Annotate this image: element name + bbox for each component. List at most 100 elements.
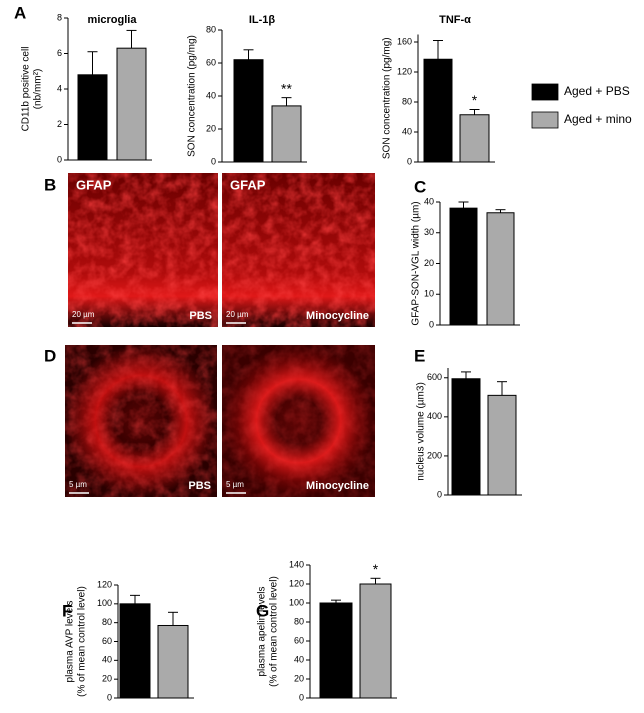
error-bar (495, 209, 506, 213)
y-tick-label: 0 (211, 156, 216, 166)
y-tick-label: 2 (57, 119, 62, 129)
error-bar (433, 40, 443, 60)
y-tick-label: 120 (97, 579, 112, 589)
error-bar (461, 371, 471, 379)
condition-label: Minocycline (306, 480, 369, 492)
bar (119, 603, 151, 699)
y-tick-label: 0 (299, 692, 304, 702)
y-axis-label: GFAP-SON-VGL width (µm) (411, 201, 422, 325)
y-tick-label: 100 (289, 597, 304, 607)
error-bar (331, 599, 341, 603)
y-tick-label: 40 (102, 655, 112, 665)
bar (319, 602, 353, 699)
bar (459, 114, 490, 163)
y-tick-label: 80 (294, 616, 304, 626)
bar (451, 378, 481, 496)
error-bar (469, 109, 480, 115)
legend: Aged + PBS Aged + mino (531, 83, 632, 129)
y-tick-label: 0 (429, 319, 434, 329)
y-axis-label: plasma AVP levels (65, 601, 76, 683)
y-tick-label: 0 (407, 156, 412, 166)
y-tick-label: 160 (397, 36, 412, 46)
y-tick-label: 8 (57, 12, 62, 22)
y-tick-label: 40 (294, 654, 304, 664)
y-tick-label: 30 (424, 227, 434, 237)
panel-letter: B (44, 175, 56, 194)
y-tick-label: 20 (206, 123, 216, 133)
chart: 0 40 80 120 160 TNF-α SON concentration (pg/mg… (382, 14, 495, 166)
bar (271, 105, 302, 163)
panel-letter: G (256, 601, 269, 620)
condition-label: Minocycline (306, 310, 369, 322)
bar (116, 47, 147, 161)
bar (77, 74, 108, 161)
y-tick-label: 100 (97, 598, 112, 608)
micrograph-texture (222, 173, 375, 327)
y-tick-label: 0 (57, 154, 62, 164)
bar (233, 59, 264, 163)
micrograph-texture (65, 345, 217, 497)
y-axis-label: (% of mean control level) (77, 586, 88, 697)
y-axis-label: nucleus volume (µm3) (416, 382, 427, 481)
y-tick-label: 40 (402, 126, 412, 136)
micrograph-texture (68, 173, 218, 327)
chart: 0 20 40 60 80 100 120 140 plasma apelin levels (%… (257, 559, 397, 702)
panel-letter: E (414, 346, 425, 365)
y-tick-label: 20 (102, 674, 112, 684)
y-axis-label: SON concentration (pg/mg) (187, 35, 198, 157)
y-tick-label: 0 (107, 692, 112, 702)
error-bar (370, 577, 381, 584)
chart: 0 2 4 6 8 microglia CD11b positive cell (nb/mm²… (21, 12, 152, 164)
error-bar (126, 29, 137, 49)
y-tick-label: 80 (206, 24, 216, 34)
y-tick-label: 60 (206, 57, 216, 67)
error-bar (458, 201, 469, 209)
scale-label: 5 µm (69, 480, 87, 489)
y-tick-label: 0 (437, 489, 442, 499)
panel-letter: F (62, 601, 72, 620)
panel-letter: A (14, 3, 26, 22)
legend-label: Aged + PBS (564, 84, 630, 98)
error-bar (497, 381, 507, 396)
y-tick-label: 10 (424, 289, 434, 299)
y-tick-label: 20 (424, 258, 434, 268)
chart: 0 20 40 60 80 IL-1β SON concentration (pg/mg) *… (187, 14, 307, 166)
bar (423, 58, 453, 163)
legend-swatch (531, 83, 559, 101)
y-axis-label: (% of mean control level) (269, 576, 280, 687)
chart-title: IL-1β (249, 14, 276, 26)
error-bar (168, 611, 178, 626)
y-tick-label: 600 (427, 372, 442, 382)
y-tick-label: 40 (424, 196, 434, 206)
panel-letter: D (44, 346, 56, 365)
y-axis-label: CD11b positive cell (21, 47, 32, 132)
y-tick-label: 120 (289, 578, 304, 588)
bar (359, 583, 392, 699)
chart: 0 20 40 60 80 100 120 plasma AVP levels (% of me… (65, 579, 194, 702)
bar (486, 212, 515, 326)
condition-label: PBS (189, 310, 212, 322)
y-tick-label: 40 (206, 90, 216, 100)
error-bar (281, 97, 292, 106)
panel-letter: C (414, 177, 426, 196)
scale-label: 5 µm (226, 480, 244, 489)
y-tick-label: 400 (427, 411, 442, 421)
error-bar (87, 51, 98, 75)
significance-label: ** (281, 80, 292, 96)
legend-label: Aged + mino (564, 112, 632, 126)
scale-label: 20 µm (226, 310, 249, 319)
y-tick-label: 60 (294, 635, 304, 645)
y-tick-label: 6 (57, 48, 62, 58)
y-tick-label: 200 (427, 450, 442, 460)
y-tick-label: 80 (402, 96, 412, 106)
y-tick-label: 120 (397, 66, 412, 76)
micrographs (65, 173, 375, 497)
error-bar (130, 594, 140, 604)
y-axis-label: (nb/mm²) (33, 69, 44, 110)
y-tick-label: 80 (102, 617, 112, 627)
micrograph-texture (222, 345, 375, 497)
condition-label: PBS (188, 480, 211, 492)
